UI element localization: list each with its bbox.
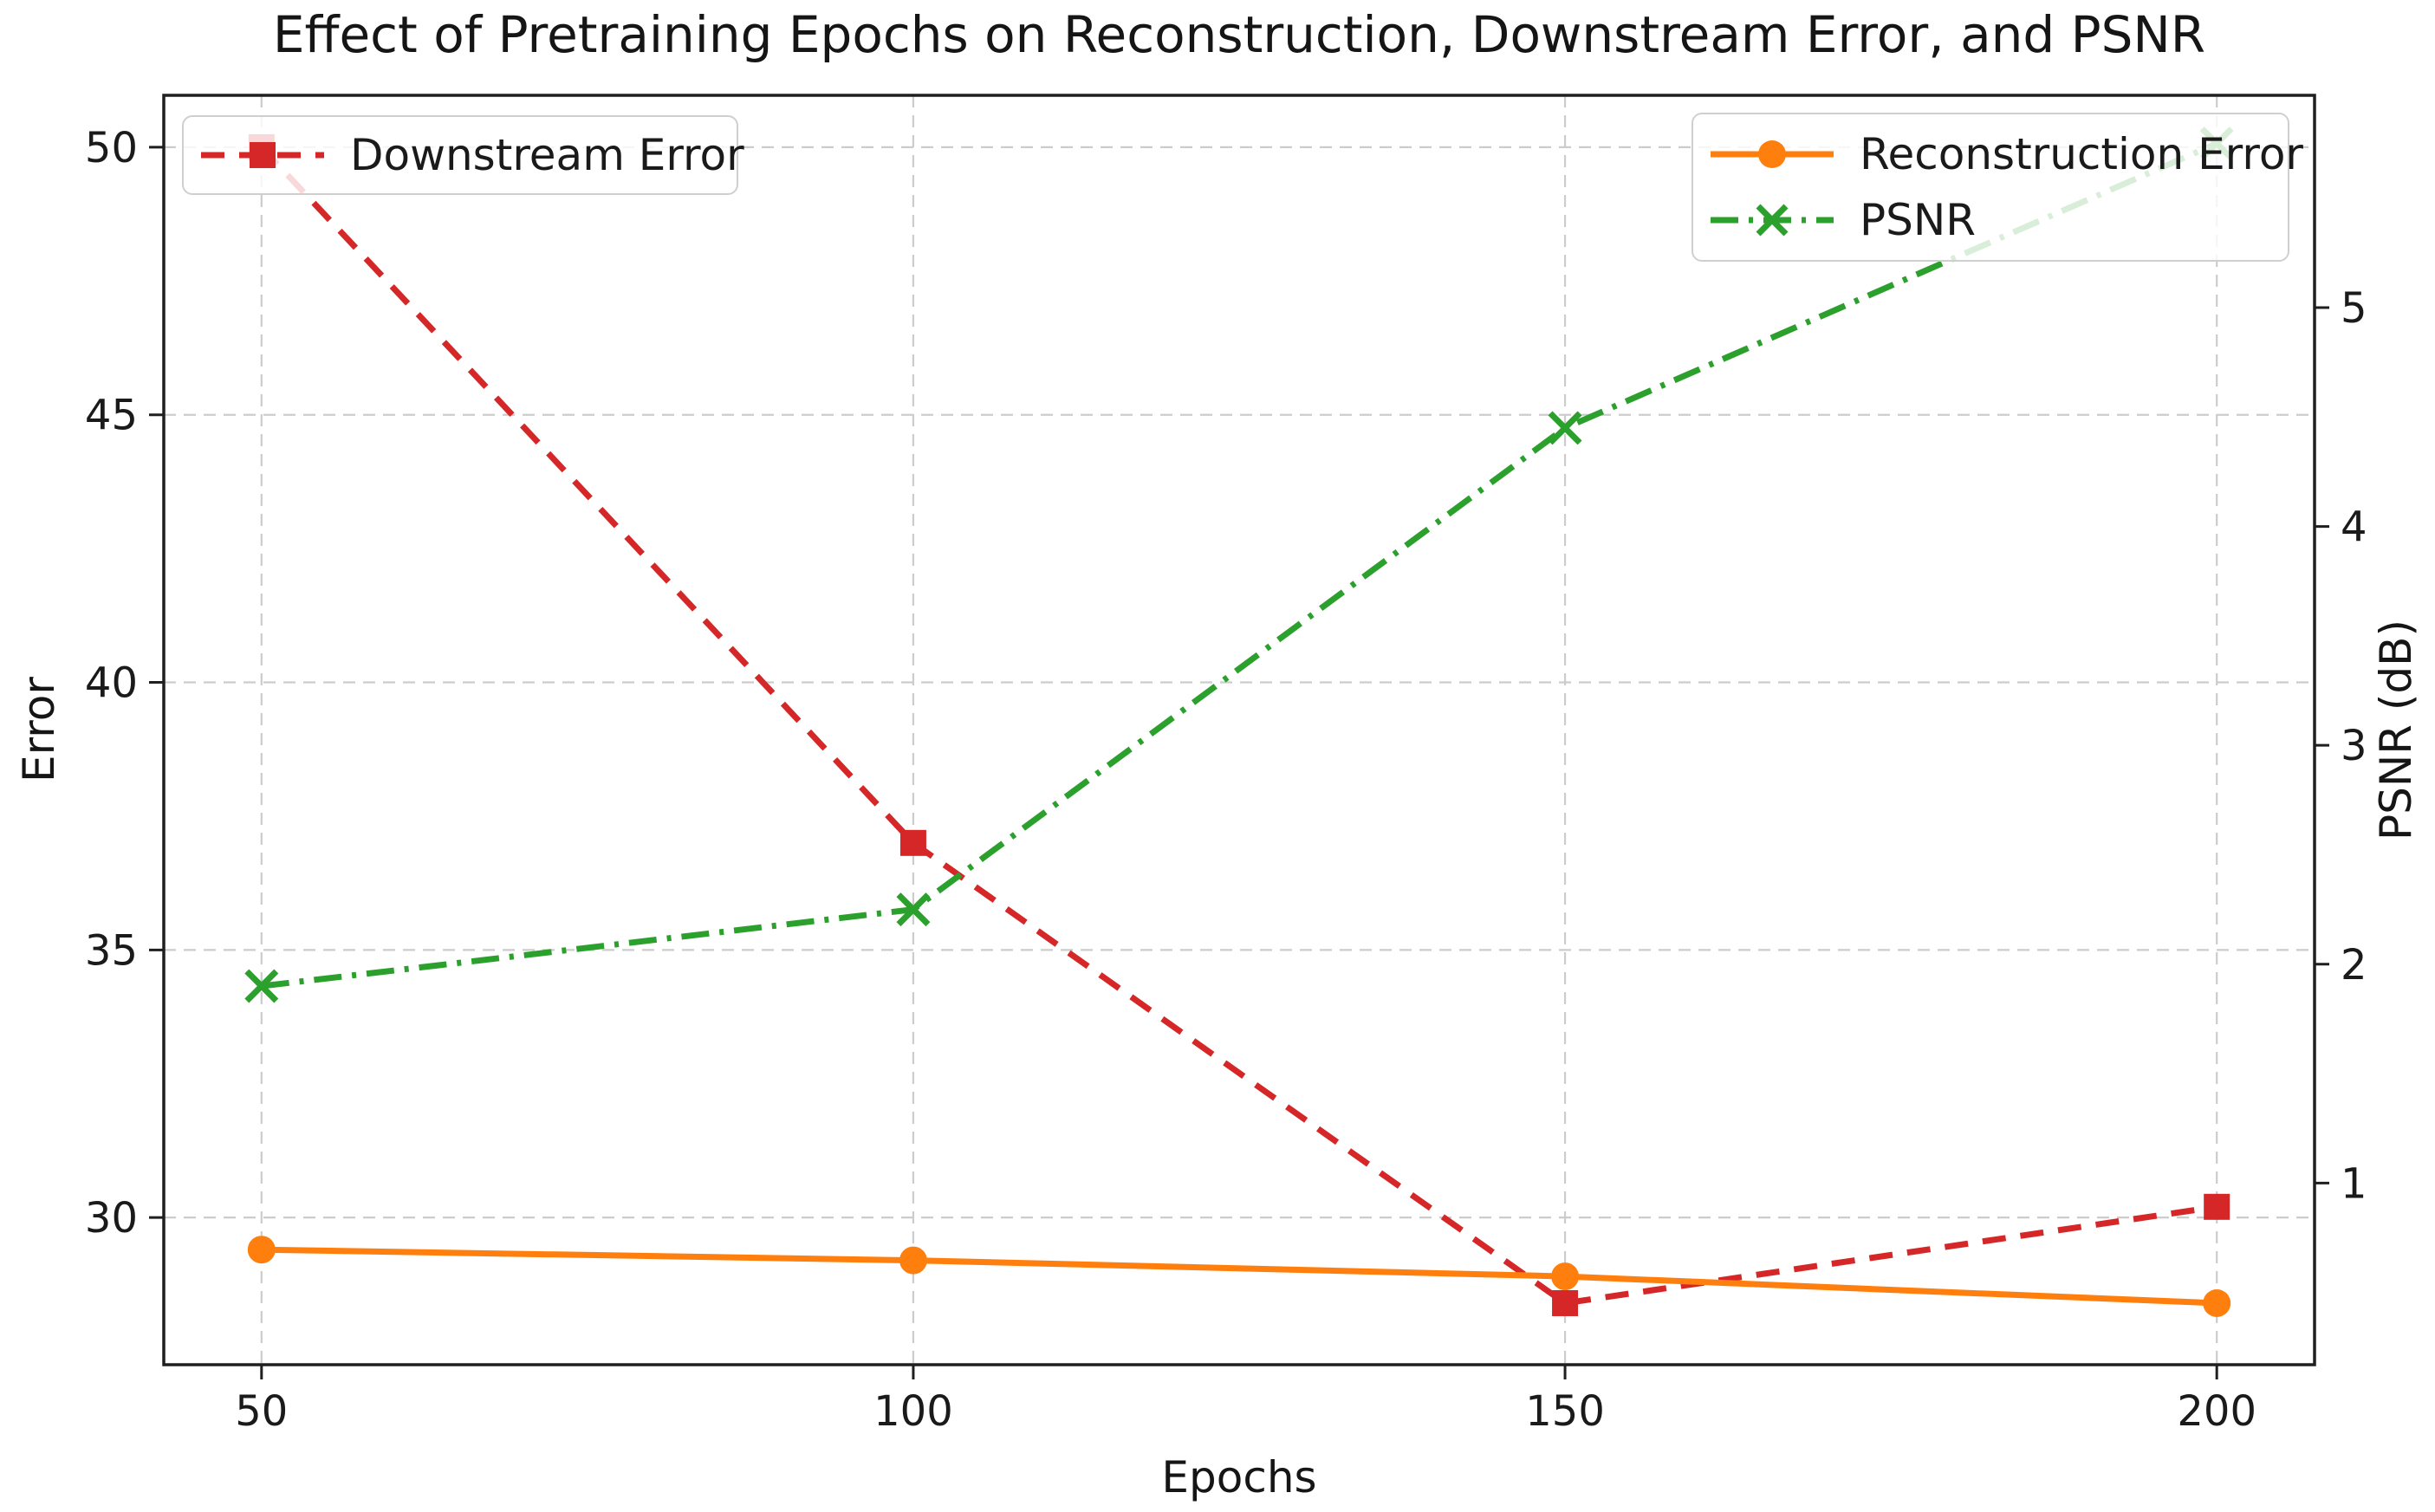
data-point-marker — [899, 1246, 927, 1275]
data-point-marker — [2204, 1193, 2230, 1220]
legend-item-downstream-error: Downstream Error — [198, 130, 744, 180]
series-line — [261, 1246, 2217, 1307]
tick-marks — [149, 146, 2329, 1379]
axes-frame — [162, 94, 2316, 1366]
legend-sample-dashdot-x — [1711, 204, 1834, 237]
x-axis-label: Epochs — [1161, 1452, 1317, 1502]
legend-reconstruction-psnr: Reconstruction Error PSNR — [1692, 113, 2303, 262]
y-axis-label-right: PSNR (dB) — [2371, 620, 2421, 840]
data-point-marker — [896, 892, 931, 927]
series-downstream-error — [248, 133, 2230, 1316]
right-tick-label: 2 — [2341, 941, 2367, 990]
left-tick-label: 50 — [85, 124, 138, 172]
right-tick-label: 3 — [2341, 722, 2367, 770]
series-line — [261, 140, 2218, 990]
data-point-marker — [1548, 411, 1582, 445]
data-point-marker — [244, 969, 279, 1003]
legend-label: Reconstruction Error — [1860, 129, 2303, 180]
data-point-marker — [247, 1236, 276, 1264]
legend-label: PSNR — [1860, 194, 1977, 245]
left-tick-label: 30 — [85, 1194, 138, 1243]
right-tick-label: 5 — [2341, 284, 2367, 333]
right-tick-label: 4 — [2341, 503, 2367, 552]
chart-title: Effect of Pretraining Epochs on Reconstr… — [272, 5, 2206, 64]
legend-sample-dashed-square — [201, 142, 324, 168]
x-tick-label: 100 — [873, 1387, 953, 1436]
series-reconstruction-error — [247, 1236, 2231, 1317]
data-point-marker — [899, 829, 926, 856]
left-tick-label: 40 — [85, 659, 138, 708]
x-tick-label: 50 — [235, 1387, 288, 1436]
data-point-marker — [1551, 1262, 1580, 1291]
left-tick-label: 45 — [85, 392, 138, 440]
legend-marker-circle — [1758, 140, 1786, 169]
legend-downstream-error: Downstream Error — [182, 115, 744, 195]
legend-label: Downstream Error — [350, 130, 744, 180]
left-tick-label: 35 — [85, 926, 138, 975]
gridlines — [164, 95, 2315, 1365]
x-tick-label: 150 — [1525, 1387, 1605, 1436]
legend-marker-x — [1756, 204, 1789, 237]
series-line — [259, 145, 2217, 1307]
y-axis-label-left: Error — [14, 677, 64, 783]
legend-sample-solid-circle — [1711, 140, 1834, 169]
x-tick-label: 200 — [2177, 1387, 2256, 1436]
legend-item-reconstruction-error: Reconstruction Error — [1707, 129, 2303, 179]
data-point-marker — [2203, 1288, 2231, 1317]
legend-item-psnr: PSNR — [1707, 195, 2288, 245]
right-tick-label: 1 — [2341, 1159, 2367, 1208]
data-point-marker — [1552, 1289, 1579, 1316]
legend-marker-square — [250, 142, 276, 168]
